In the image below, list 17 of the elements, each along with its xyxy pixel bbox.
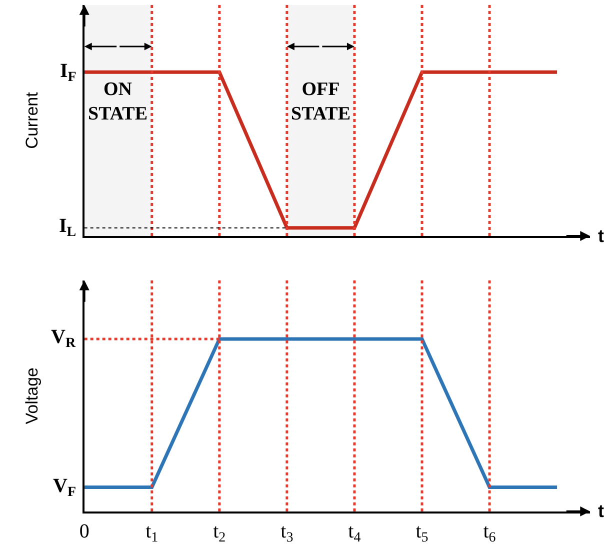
band-label: ON STATE [88,79,148,125]
annotation: V$_{F}$ [53,475,76,500]
annotation: I$_{F}$ [60,60,76,86]
y-axis-title: Current [22,92,42,149]
x-tick-label: t$_{3}$ [280,520,294,546]
x-tick-label: t$_{5}$ [416,520,428,546]
y-axis-title: Voltage [22,368,42,424]
x-tick-label: t$_{6}$ [483,520,496,546]
ref-line-label: V$_{R}$ [51,326,76,352]
band-label: OFF STATE [291,79,350,125]
x-tick-label: t$_{2}$ [213,520,226,546]
x-tick-label: t$_{4}$ [348,520,361,546]
ref-line-label: I$_{L}$ [59,215,76,240]
x-tick-label: t$_{1}$ [146,520,158,546]
x-axis-title: t [598,226,604,246]
x-axis-title: t [598,501,604,521]
x-tick-label: 0 [79,520,90,542]
